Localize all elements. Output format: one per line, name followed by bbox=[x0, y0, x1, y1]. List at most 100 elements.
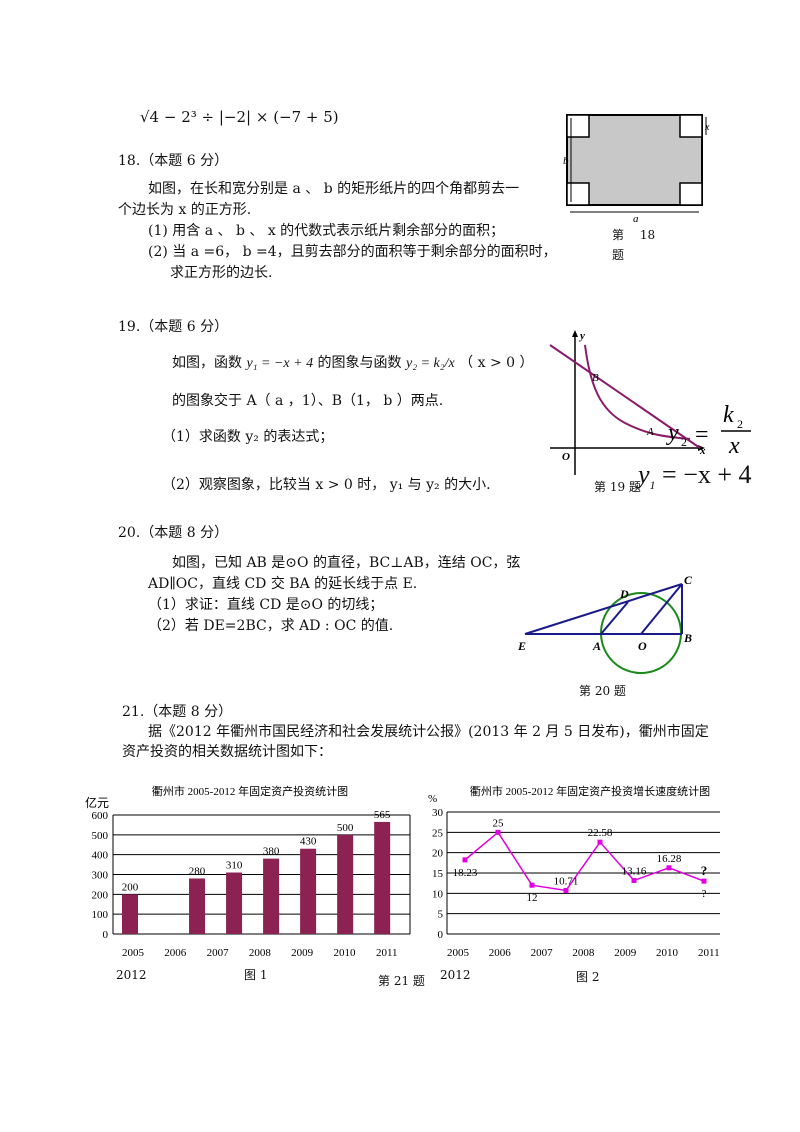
chart1-bar bbox=[263, 858, 280, 934]
chart1-bar bbox=[189, 878, 206, 934]
chart1-xtick: 2007 bbox=[207, 947, 230, 959]
q21-heading: 21.（本题 8 分） bbox=[122, 704, 233, 720]
q19-line1: 如图，函数 y₁ = −x + 4 的图象与函数 y₂ = k₂/x （ x >… bbox=[172, 355, 534, 371]
chart2-point-label: 25 bbox=[493, 817, 505, 829]
q19-figure: y x O B A y 2 = k 2 x bbox=[549, 330, 751, 475]
chart1-xtick: 2005 bbox=[122, 947, 145, 959]
chart1-bar-label: 565 bbox=[374, 809, 391, 821]
chart1-ytick: 300 bbox=[92, 870, 109, 882]
chart1-xtick: 2011 bbox=[376, 947, 398, 959]
chart2-xtick: 2008 bbox=[572, 947, 595, 959]
q18-caption2: 题 bbox=[612, 248, 625, 262]
chart2-xtick: 2009 bbox=[614, 947, 637, 959]
svg-text:A: A bbox=[592, 639, 601, 653]
chart2-point bbox=[666, 865, 672, 871]
q17-expression: √4 − 2³ ÷ |−2| × (−7 + 5) bbox=[140, 108, 339, 126]
q20-figure: E A O B C D bbox=[517, 573, 693, 674]
chart2-point-label: 13.16 bbox=[622, 865, 647, 877]
chart2-point-label: 12 bbox=[527, 892, 538, 904]
svg-text:B: B bbox=[683, 631, 692, 645]
chart2-point bbox=[631, 877, 637, 883]
chart2-point-label: ? bbox=[702, 888, 707, 900]
q18-fig-b: b bbox=[563, 155, 569, 167]
line-chart-investment-growth: 衢州市 2005-2012 年固定资产投资增长速度统计图 % 0 5 10 15 20 2… bbox=[428, 784, 720, 959]
q19-fig-y1: y1 = −x + 4 bbox=[638, 460, 752, 493]
chart2-ylabel: % bbox=[428, 793, 437, 805]
chart2-ytick: 0 bbox=[438, 929, 444, 941]
chart2-point bbox=[563, 887, 569, 893]
chart2-ytick: 15 bbox=[432, 868, 444, 880]
q18-part2: (2) 当 a =6， b =4，且剪去部分的面积等于剩余部分的面积时， bbox=[148, 244, 557, 260]
chart2-point bbox=[462, 857, 468, 863]
chart2-ytick: 30 bbox=[432, 807, 444, 819]
q20-line2: AD∥OC，直线 CD 交 BA 的延长线于点 E. bbox=[148, 576, 418, 592]
chart1-xtick: 2010 bbox=[333, 947, 356, 959]
chart2-xtick: 2011 bbox=[698, 947, 720, 959]
q19-fig-y: y bbox=[578, 330, 585, 342]
chart1-bar bbox=[374, 821, 391, 934]
chart2-title: 衢州市 2005-2012 年固定资产投资增长速度统计图 bbox=[470, 784, 710, 798]
chart1-ylabel: 亿元 bbox=[85, 795, 109, 810]
q20-heading: 20.（本题 8 分） bbox=[118, 525, 229, 541]
chart1-bar-label: 500 bbox=[337, 822, 354, 834]
chart1-bar bbox=[300, 848, 317, 934]
q18-caption1: 第 18 bbox=[612, 228, 656, 242]
chart1-ytick: 600 bbox=[92, 810, 109, 822]
svg-text:y: y bbox=[666, 420, 679, 446]
chart1-bar-label: 430 bbox=[300, 836, 317, 848]
chart1-ytick: 0 bbox=[103, 929, 109, 941]
chart1-ytick: 200 bbox=[92, 889, 109, 901]
q19-fig-A: A bbox=[646, 426, 654, 438]
q18-figure: b a x bbox=[563, 114, 710, 223]
q18-fig-x: x bbox=[704, 122, 710, 133]
chart1-caption: 图 1 bbox=[244, 968, 268, 982]
svg-text:x: x bbox=[728, 433, 740, 459]
chart1-year-2012: 2012 bbox=[116, 968, 147, 982]
svg-text:C: C bbox=[684, 573, 693, 587]
chart1-ytick: 400 bbox=[92, 850, 109, 862]
chart2-xtick: 2005 bbox=[447, 947, 470, 959]
q18-heading: 18.（本题 6 分） bbox=[118, 153, 229, 169]
chart2-ytick: 25 bbox=[432, 827, 444, 839]
q18-intro: 如图，在长和宽分别是 a 、 b 的矩形纸片的四个角都剪去一 bbox=[148, 181, 520, 197]
chart2-ytick: 5 bbox=[438, 909, 444, 921]
chart2-xtick: 2006 bbox=[489, 947, 512, 959]
chart1-bar bbox=[226, 872, 243, 934]
chart1-xtick: 2006 bbox=[164, 947, 187, 959]
q19-fig-B: B bbox=[592, 372, 599, 384]
chart1-bar-label: 200 bbox=[122, 881, 139, 893]
chart2-caption: 图 2 bbox=[576, 970, 600, 984]
q18-part1: (1) 用含 a 、 b 、 x 的代数式表示纸片剩余部分的面积； bbox=[148, 223, 505, 239]
chart2-point bbox=[529, 882, 535, 888]
q20-caption: 第 20 题 bbox=[579, 684, 626, 698]
svg-text:2: 2 bbox=[681, 435, 687, 449]
q19-part1: （1）求函数 y₂ 的表达式； bbox=[162, 429, 334, 445]
q18-intro2: 个边长为 x 的正方形. bbox=[118, 202, 252, 218]
chart1-bar-label: 380 bbox=[263, 846, 280, 858]
q18-part2b: 求正方形的边长. bbox=[170, 265, 273, 281]
chart1-xtick: 2009 bbox=[291, 947, 314, 959]
q19-part2: （2）观察图象，比较当 x > 0 时， y₁ 与 y₂ 的大小. bbox=[162, 477, 491, 493]
q20-part2: （2）若 DE=2BC，求 AD : OC 的值. bbox=[148, 618, 394, 634]
svg-text:=: = bbox=[695, 422, 709, 448]
q20-part1: （1）求证：直线 CD 是⊙O 的切线； bbox=[148, 597, 384, 613]
svg-text:2: 2 bbox=[737, 417, 743, 431]
chart1-ytick: 100 bbox=[92, 909, 109, 921]
chart1-bar-label: 280 bbox=[189, 865, 206, 877]
q19-fig-x: x bbox=[699, 445, 706, 457]
chart1-ytick: 500 bbox=[92, 830, 109, 842]
chart2-point-label: 16.28 bbox=[657, 853, 682, 865]
chart2-extra-label: ? bbox=[701, 863, 708, 878]
q21-line2: 资产投资的相关数据统计图如下： bbox=[122, 744, 332, 760]
q21-caption: 第 21 题 bbox=[378, 974, 425, 988]
chart2-point-label: 22.58 bbox=[588, 827, 613, 839]
bar-chart-fixed-asset-investment: 衢州市 2005-2012 年固定资产投资统计图 亿元 0 100 200 300 40… bbox=[85, 784, 411, 959]
chart1-bar bbox=[337, 834, 354, 934]
chart2-ytick: 10 bbox=[432, 888, 444, 900]
q18-fig-a: a bbox=[633, 213, 639, 223]
q19-heading: 19.（本题 6 分） bbox=[118, 319, 229, 335]
svg-text:E: E bbox=[517, 639, 526, 653]
chart1-title: 衢州市 2005-2012 年固定资产投资统计图 bbox=[152, 784, 348, 798]
chart2-xtick: 2007 bbox=[531, 947, 554, 959]
chart2-point bbox=[495, 829, 501, 835]
